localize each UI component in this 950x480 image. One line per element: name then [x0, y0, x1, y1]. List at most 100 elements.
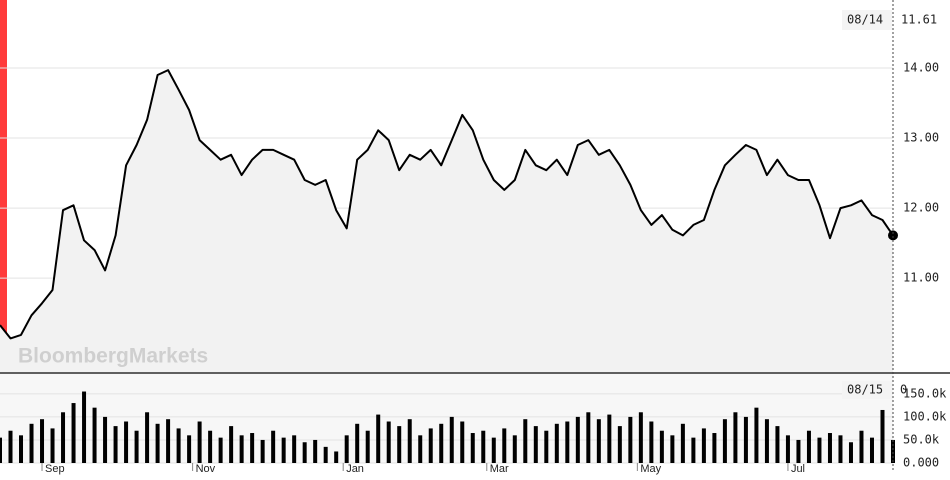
volume-bar: [722, 419, 727, 463]
volume-bar: [19, 435, 24, 463]
volume-bar: [124, 421, 129, 463]
volume-bar: [302, 442, 307, 463]
volume-bar: [764, 419, 769, 463]
volume-bar: [743, 416, 748, 463]
volume-bar: [92, 407, 97, 463]
volume-bar: [344, 435, 349, 463]
volume-bar: [365, 430, 370, 463]
x-tick-label: Mar: [490, 463, 509, 475]
volume-bar: [512, 435, 517, 463]
y-tick-label: 12.00: [903, 201, 939, 215]
volume-bar: [355, 423, 360, 463]
volume-bar: [323, 446, 328, 463]
volume-bar: [197, 421, 202, 463]
volume-bar: [176, 428, 181, 463]
volume-bar: [628, 416, 633, 463]
volume-bar: [208, 430, 213, 463]
volume-bar: [428, 428, 433, 463]
volume-bar: [670, 435, 675, 463]
volume-bar: [586, 412, 591, 463]
volume-bar: [859, 430, 864, 463]
volume-bar: [50, 428, 55, 463]
volume-bar: [439, 423, 444, 463]
watermark: BloombergMarkets: [18, 345, 208, 368]
volume-bar: [523, 419, 528, 463]
volume-bar: [701, 428, 706, 463]
volume-bar: [680, 423, 685, 463]
volume-bar: [533, 426, 538, 463]
volume-bar: [40, 419, 45, 463]
volume-bar: [869, 437, 874, 463]
volume-bar: [848, 442, 853, 463]
volume-bar: [502, 428, 507, 463]
volume-bar: [134, 430, 139, 463]
volume-bar: [607, 414, 612, 463]
last-point: [888, 230, 898, 241]
volume-bar: [313, 439, 318, 463]
x-tick-label: Jan: [346, 463, 364, 475]
volume-bar: [260, 439, 265, 463]
volume-bar: [638, 412, 643, 463]
volume-bar: [891, 439, 895, 463]
date-box: [842, 381, 892, 399]
y-tick-label: 50.0k: [903, 432, 940, 446]
volume-bar: [407, 419, 412, 463]
volume-bar: [281, 437, 286, 463]
y-tick-label: 11.00: [903, 271, 939, 285]
volume-bar: [187, 435, 192, 463]
volume-bar: [838, 435, 843, 463]
volume-bar: [827, 433, 832, 463]
volume-bar: [155, 423, 160, 463]
volume-bar: [71, 403, 76, 463]
volume-panel: [0, 374, 893, 463]
y-tick-label: 150.0k: [903, 386, 947, 400]
volume-bar: [61, 412, 66, 463]
volume-bar: [617, 426, 622, 463]
volume-bar: [460, 421, 465, 463]
y-tick-label: 0.000: [903, 456, 939, 470]
volume-bar: [8, 430, 13, 463]
volume-bar: [376, 414, 381, 463]
side-marker: [0, 0, 7, 372]
volume-bar: [880, 409, 885, 463]
volume-bar: [292, 435, 297, 463]
date-box: [842, 10, 892, 30]
last-value: 11.61: [901, 13, 937, 27]
volume-bar: [575, 416, 580, 463]
volume-bar: [544, 430, 549, 463]
volume-bar: [82, 391, 87, 463]
x-tick-label: Jul: [791, 463, 805, 475]
last-date: 08/14: [847, 13, 883, 27]
volume-bar: [145, 412, 150, 463]
volume-bar: [785, 435, 790, 463]
volume-bar: [239, 435, 244, 463]
volume-bar: [218, 437, 223, 463]
volume-bar: [470, 433, 475, 463]
price-line: [0, 69, 894, 340]
volume-bar: [481, 430, 486, 463]
volume-bar: [0, 437, 2, 463]
x-tick-label: Sep: [45, 463, 65, 475]
volume-bar: [449, 416, 454, 463]
x-tick-label: Nov: [196, 463, 216, 475]
volume-bar: [29, 423, 34, 463]
volume-bar: [806, 430, 811, 463]
volume-bar: [649, 421, 654, 463]
volume-bar: [733, 412, 738, 463]
last-value: 0: [900, 383, 907, 397]
volume-bar: [491, 437, 496, 463]
volume-bar: [229, 426, 234, 463]
volume-bar: [386, 421, 391, 463]
volume-bar: [659, 430, 664, 463]
volume-bar: [691, 437, 696, 463]
volume-bar: [103, 416, 108, 463]
volume-bar: [754, 407, 759, 463]
y-tick-label: 100.0k: [903, 409, 947, 423]
volume-bar: [554, 423, 559, 463]
y-tick-label: 13.00: [903, 131, 939, 145]
volume-bar: [166, 419, 171, 463]
volume-bar: [334, 451, 339, 463]
volume-bar: [796, 439, 801, 463]
volume-bar: [418, 435, 423, 463]
volume-bar: [113, 426, 118, 463]
